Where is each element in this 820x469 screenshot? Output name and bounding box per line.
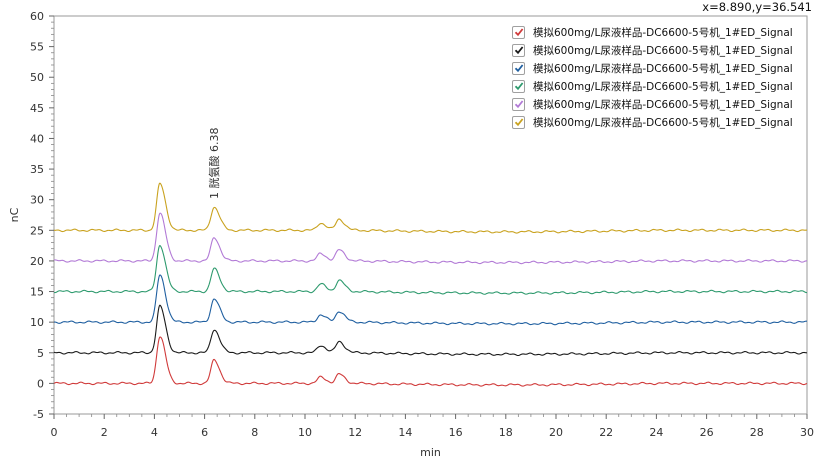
legend-label: 模拟600mg/L尿液样品-DC6600-5号机_1#ED_Signal — [533, 116, 793, 129]
y-tick-label: 15 — [30, 286, 44, 299]
legend-item[interactable]: 模拟600mg/L尿液样品-DC6600-5号机_1#ED_Signal — [512, 41, 793, 59]
x-tick-label: 18 — [499, 426, 513, 439]
y-tick-label: 30 — [30, 194, 44, 207]
x-tick-label: 22 — [599, 426, 613, 439]
y-tick-label: 60 — [30, 10, 44, 23]
y-tick-label: 55 — [30, 41, 44, 54]
x-tick-label: 10 — [298, 426, 312, 439]
x-tick-label: 24 — [649, 426, 663, 439]
y-tick-label: 25 — [30, 224, 44, 237]
x-tick-label: 20 — [549, 426, 563, 439]
x-tick-label: 2 — [101, 426, 108, 439]
x-tick-label: 4 — [151, 426, 158, 439]
series-line — [53, 212, 807, 265]
x-tick-label: 0 — [51, 426, 58, 439]
series-line — [53, 182, 808, 234]
x-tick-label: 6 — [201, 426, 208, 439]
legend-label: 模拟600mg/L尿液样品-DC6600-5号机_1#ED_Signal — [533, 98, 793, 111]
x-tick-label: 28 — [750, 426, 764, 439]
x-tick-label: 26 — [700, 426, 714, 439]
y-tick-label: 10 — [30, 316, 44, 329]
y-tick-label: -5 — [33, 408, 44, 421]
series-line — [53, 274, 808, 326]
chart-legend: 模拟600mg/L尿液样品-DC6600-5号机_1#ED_Signal 模拟60… — [512, 23, 793, 131]
x-tick-label: 16 — [449, 426, 463, 439]
peak-annotation: 1 胱氨酸 6.38 — [207, 128, 221, 199]
checkbox-icon[interactable] — [512, 97, 525, 111]
checkbox-icon[interactable] — [512, 79, 525, 93]
cursor-coordinate-readout: x=8.890,y=36.541 — [702, 0, 812, 14]
x-tick-label: 14 — [398, 426, 412, 439]
legend-item[interactable]: 模拟600mg/L尿液样品-DC6600-5号机_1#ED_Signal — [512, 77, 793, 95]
y-tick-label: 5 — [37, 347, 44, 360]
y-tick-label: 20 — [30, 255, 44, 268]
checkbox-icon[interactable] — [512, 115, 525, 129]
legend-label: 模拟600mg/L尿液样品-DC6600-5号机_1#ED_Signal — [533, 62, 793, 75]
x-tick-label: 8 — [251, 426, 258, 439]
legend-item[interactable]: 模拟600mg/L尿液样品-DC6600-5号机_1#ED_Signal — [512, 113, 793, 131]
x-axis-label: min — [420, 446, 441, 459]
y-axis-label: nC — [8, 207, 21, 222]
x-tick-label: 30 — [800, 426, 814, 439]
series-line — [53, 304, 808, 357]
checkbox-icon[interactable] — [512, 61, 525, 75]
legend-label: 模拟600mg/L尿液样品-DC6600-5号机_1#ED_Signal — [533, 26, 793, 39]
legend-item[interactable]: 模拟600mg/L尿液样品-DC6600-5号机_1#ED_Signal — [512, 23, 793, 41]
legend-item[interactable]: 模拟600mg/L尿液样品-DC6600-5号机_1#ED_Signal — [512, 95, 793, 113]
checkbox-icon[interactable] — [512, 25, 525, 39]
checkbox-icon[interactable] — [512, 43, 525, 57]
y-tick-label: 45 — [30, 102, 44, 115]
y-tick-label: 0 — [37, 377, 44, 390]
x-tick-label: 12 — [348, 426, 362, 439]
legend-label: 模拟600mg/L尿液样品-DC6600-5号机_1#ED_Signal — [533, 80, 793, 93]
series-line — [53, 244, 808, 295]
y-tick-label: 50 — [30, 71, 44, 84]
legend-item[interactable]: 模拟600mg/L尿液样品-DC6600-5号机_1#ED_Signal — [512, 59, 793, 77]
legend-label: 模拟600mg/L尿液样品-DC6600-5号机_1#ED_Signal — [533, 44, 793, 57]
series-line — [53, 336, 808, 387]
y-tick-label: 40 — [30, 132, 44, 145]
y-tick-label: 35 — [30, 163, 44, 176]
